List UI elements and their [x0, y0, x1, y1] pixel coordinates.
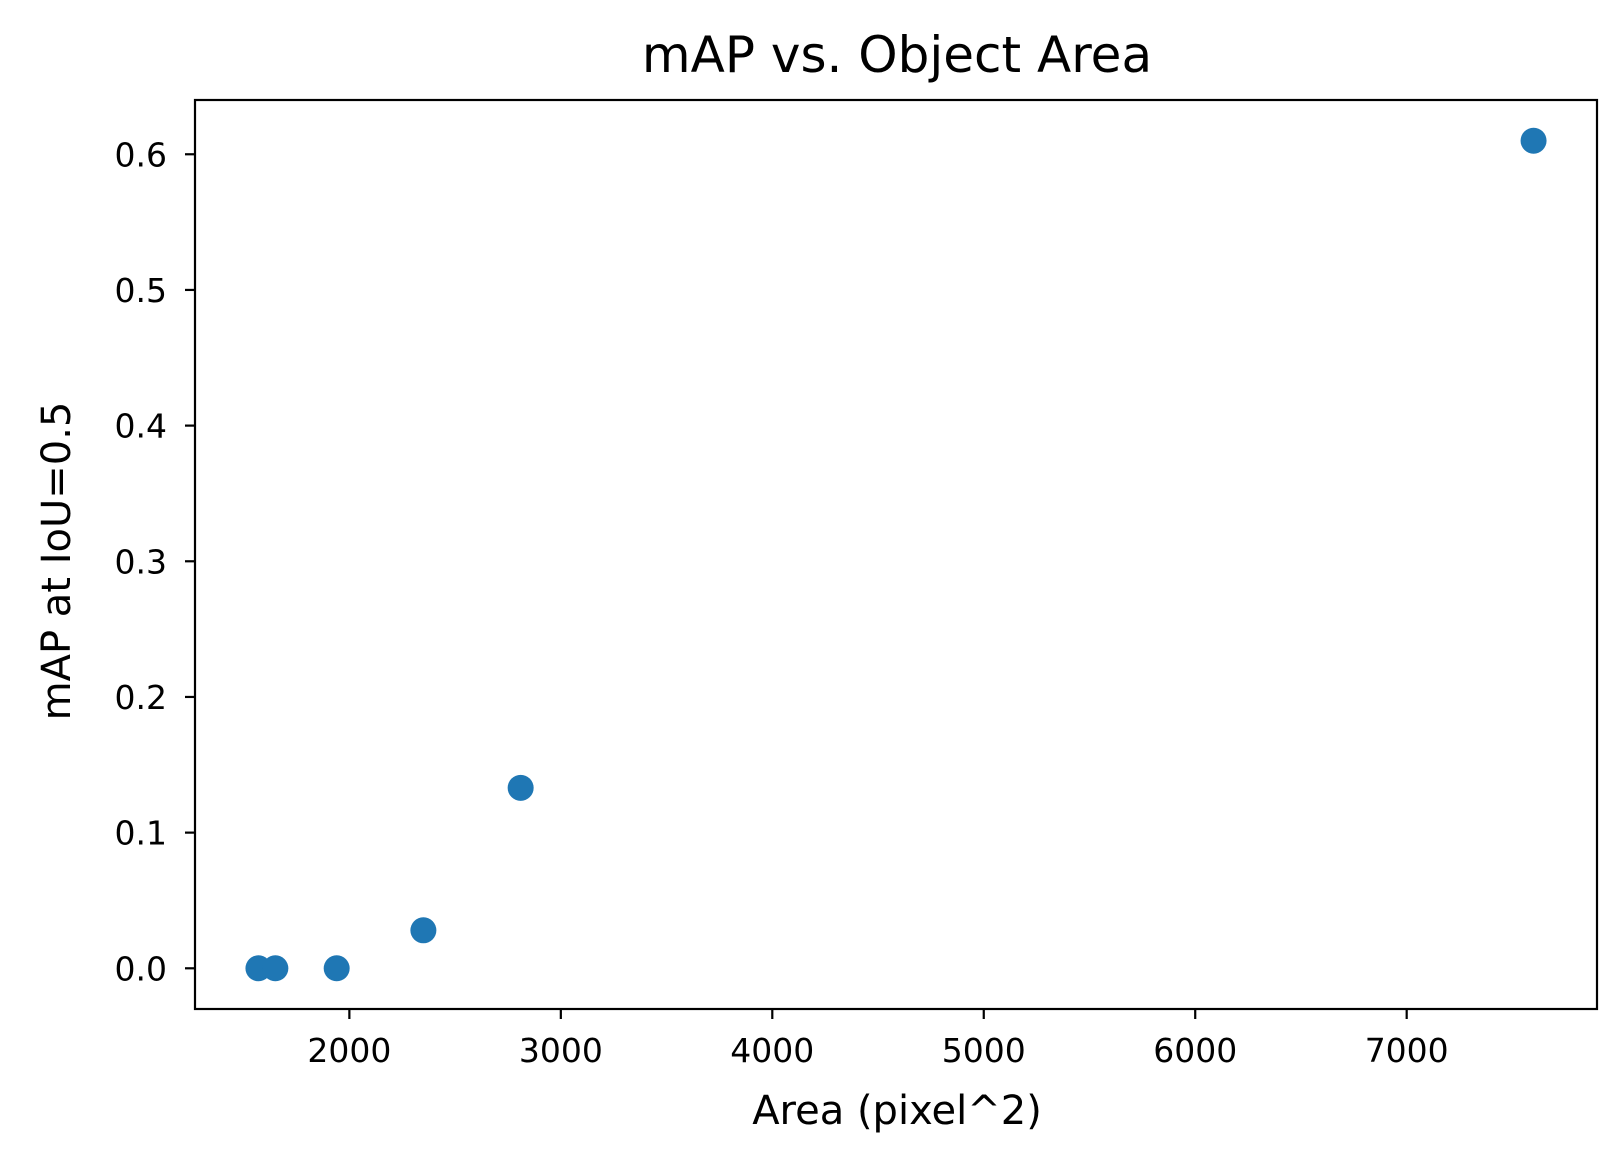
plot-area [193, 98, 1599, 1011]
data-point [410, 917, 437, 944]
y-tick-label: 0.2 [115, 678, 167, 717]
y-tick-label: 0.3 [115, 542, 167, 581]
x-axis-label: Area (pixel^2) [752, 1088, 1042, 1134]
data-point [323, 955, 350, 982]
data-points [245, 127, 1547, 982]
data-point [507, 774, 534, 801]
y-tick-label: 0.0 [115, 949, 167, 988]
y-tick-label: 0.5 [115, 271, 167, 310]
x-tick-label: 5000 [942, 1031, 1026, 1070]
data-point [262, 955, 289, 982]
x-tick-label: 2000 [307, 1031, 391, 1070]
x-tick-label: 7000 [1365, 1031, 1449, 1070]
y-axis-label: mAP at IoU=0.5 [34, 402, 80, 721]
x-tick-label: 6000 [1153, 1031, 1237, 1070]
chart-title: mAP vs. Object Area [642, 26, 1152, 84]
y-tick-label: 0.1 [115, 814, 167, 853]
plot-frame [193, 98, 1599, 1011]
data-point [1520, 127, 1547, 154]
x-tick-label: 3000 [519, 1031, 603, 1070]
x-axis-ticks: 2000 3000 4000 5000 6000 7000 [307, 1009, 1449, 1070]
y-axis-ticks: 0.0 0.1 0.2 0.3 0.4 0.5 0.6 [115, 135, 195, 988]
y-tick-label: 0.6 [115, 135, 167, 174]
x-tick-label: 4000 [730, 1031, 814, 1070]
y-tick-label: 0.4 [115, 407, 167, 446]
